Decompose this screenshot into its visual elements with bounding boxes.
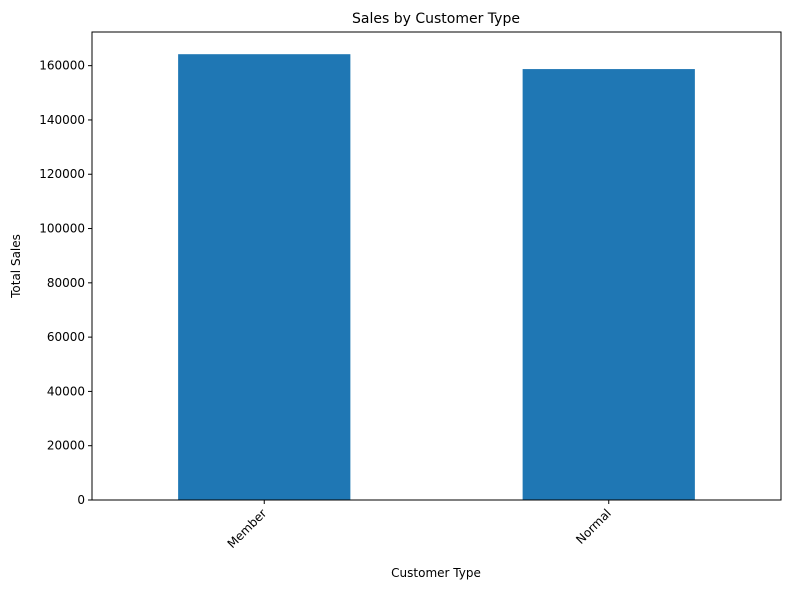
x-tick-label: Member <box>225 506 270 551</box>
y-tick-label: 140000 <box>39 113 85 127</box>
chart-title: Sales by Customer Type <box>352 11 520 27</box>
y-tick-label: 100000 <box>39 222 85 236</box>
y-tick-label: 40000 <box>47 384 85 398</box>
y-tick-label: 160000 <box>39 59 85 73</box>
x-tick-label: Normal <box>573 506 614 547</box>
bar-member <box>178 54 351 501</box>
y-tick-label: 60000 <box>47 330 85 344</box>
y-tick-label: 20000 <box>47 439 85 453</box>
y-tick-label: 0 <box>77 493 85 507</box>
y-axis-title: Total Sales <box>9 234 23 299</box>
y-axis: 0 20000 40000 60000 80000 100000 120000 140000 1… <box>39 59 92 507</box>
plot-area <box>91 31 782 501</box>
y-tick-label: 80000 <box>47 276 85 290</box>
plot-frame <box>91 31 782 501</box>
x-axis-title: Customer Type <box>391 566 481 580</box>
x-axis: Member Normal <box>225 500 614 551</box>
bar-normal <box>522 69 695 501</box>
y-tick-label: 120000 <box>39 167 85 181</box>
